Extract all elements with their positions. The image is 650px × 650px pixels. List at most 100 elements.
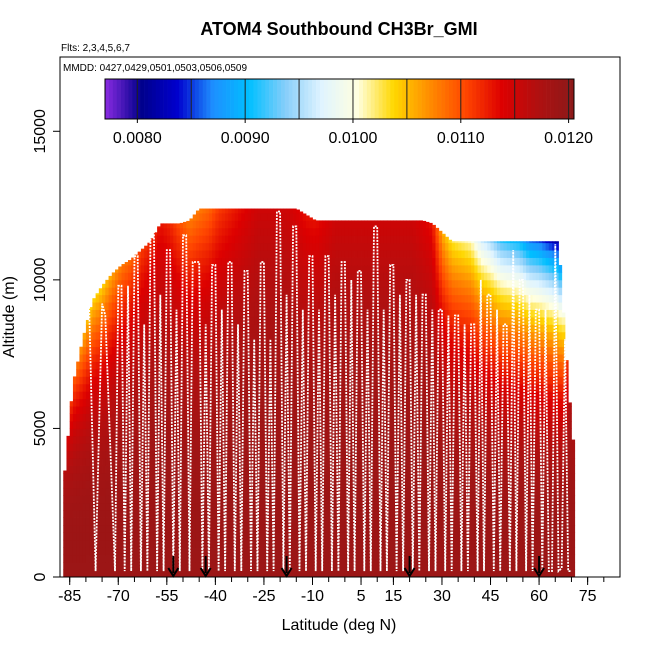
heatmap-cell: [396, 272, 401, 281]
heatmap-cell: [98, 502, 103, 511]
heatmap-cell: [72, 473, 77, 481]
heatmap-cell: [225, 532, 229, 541]
heatmap-cell: [221, 517, 226, 526]
heatmap-cell: [102, 391, 106, 400]
heatmap-cell: [257, 465, 262, 474]
heatmap-cell: [173, 257, 177, 266]
heatmap-cell: [124, 487, 129, 496]
heatmap-cell: [173, 279, 177, 288]
heatmap-cell: [131, 532, 135, 541]
heatmap-cell: [192, 376, 197, 385]
heatmap-cell: [79, 554, 84, 563]
heatmap-cell: [208, 302, 213, 310]
heatmap-cell: [331, 287, 336, 296]
heatmap-cell: [396, 242, 401, 251]
heatmap-cell: [176, 250, 181, 258]
heatmap-cell: [183, 309, 187, 318]
heatmap-cell: [257, 539, 262, 548]
heatmap-cell: [212, 525, 216, 533]
heatmap-cell: [166, 406, 171, 414]
heatmap-cell: [82, 473, 87, 481]
heatmap-cell: [234, 257, 239, 266]
heatmap-cell: [260, 354, 265, 362]
heatmap-cell: [228, 213, 232, 221]
heatmap-cell: [111, 435, 116, 444]
heatmap-cell: [186, 309, 190, 318]
heatmap-cell: [299, 265, 304, 273]
heatmap-cell: [302, 346, 307, 355]
heatmap-cell: [137, 346, 142, 355]
heatmap-cell: [195, 213, 200, 221]
heatmap-cell: [150, 480, 155, 489]
heatmap-cell: [267, 317, 271, 325]
heatmap-cell: [166, 302, 171, 310]
heatmap-cell: [147, 317, 152, 325]
heatmap-cell: [98, 288, 103, 296]
heatmap-cell: [225, 421, 229, 429]
heatmap-cell: [212, 208, 216, 214]
heatmap-cell: [354, 302, 359, 310]
heatmap-cell: [231, 235, 236, 244]
heatmap-cell: [325, 346, 330, 355]
heatmap-cell: [309, 517, 313, 526]
heatmap-cell: [341, 220, 346, 229]
heatmap-cell: [150, 346, 155, 355]
heatmap-cell: [208, 450, 213, 459]
heatmap-cell: [170, 391, 174, 400]
heatmap-cell: [102, 376, 106, 385]
heatmap-cell: [186, 435, 190, 444]
heatmap-cell: [309, 569, 313, 577]
heatmap-cell: [390, 242, 394, 251]
heatmap-cell: [302, 265, 307, 273]
heatmap-cell: [186, 413, 190, 422]
heatmap-cell: [221, 287, 226, 296]
heatmap-cell: [234, 510, 239, 518]
heatmap-cell: [354, 250, 359, 258]
heatmap-cell: [260, 554, 265, 563]
heatmap-cell: [393, 235, 398, 244]
heatmap-cell: [234, 517, 239, 526]
heatmap-cell: [215, 294, 220, 303]
heatmap-cell: [79, 398, 84, 407]
heatmap-cell: [195, 265, 200, 273]
heatmap-cell: [118, 428, 122, 437]
heatmap-cell: [215, 331, 220, 340]
heatmap-cell: [85, 510, 90, 518]
heatmap-cell: [134, 421, 139, 429]
heatmap-cell: [183, 346, 187, 355]
heatmap-cell: [192, 354, 197, 362]
heatmap-cell: [406, 458, 410, 466]
heatmap-cell: [89, 539, 93, 548]
heatmap-cell: [72, 562, 77, 570]
heatmap-cell: [189, 272, 194, 281]
heatmap-cell: [124, 473, 129, 481]
heatmap-cell: [89, 413, 93, 422]
heatmap-cell: [186, 265, 190, 273]
heatmap-cell: [260, 406, 265, 414]
heatmap-cell: [373, 331, 378, 340]
heatmap-cell: [212, 257, 216, 266]
heatmap-cell: [341, 443, 346, 452]
heatmap-cell: [335, 369, 339, 377]
heatmap-cell: [144, 376, 148, 385]
heatmap-cell: [218, 257, 223, 266]
heatmap-cell: [215, 369, 220, 377]
heatmap-cell: [102, 435, 106, 444]
heatmap-cell: [202, 317, 207, 325]
heatmap-cell: [244, 502, 249, 511]
heatmap-cell: [225, 376, 229, 385]
heatmap-cell: [318, 302, 323, 310]
heatmap-cell: [250, 361, 255, 370]
heatmap-cell: [170, 302, 174, 310]
heatmap-cell: [115, 376, 119, 385]
heatmap-cell: [115, 495, 119, 504]
heatmap-cell: [140, 339, 145, 348]
heatmap-cell: [179, 272, 184, 281]
heatmap-cell: [247, 532, 252, 541]
heatmap-cell: [82, 413, 87, 422]
heatmap-cell: [137, 525, 142, 533]
heatmap-cell: [280, 317, 284, 325]
heatmap-cell: [390, 413, 394, 422]
heatmap-cell: [137, 554, 142, 563]
heatmap-cell: [189, 562, 194, 570]
